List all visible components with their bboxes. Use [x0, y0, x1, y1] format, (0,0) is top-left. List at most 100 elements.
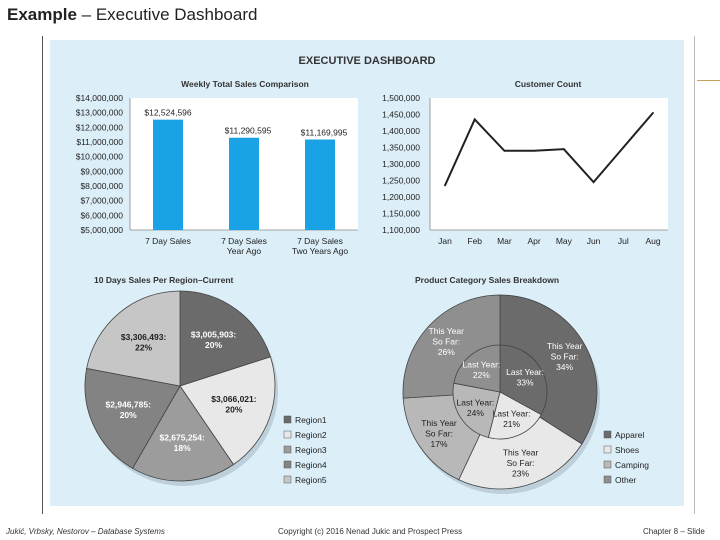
bar-data-label: $12,524,596	[144, 108, 192, 118]
bar-x-tick: Year Ago	[227, 246, 261, 256]
outer-slice-label-0: This Year	[421, 418, 457, 428]
bar-x-tick: 7 Day Sales	[221, 236, 267, 246]
bar-y-tick: $6,000,000	[80, 210, 123, 220]
frame-right-border	[694, 36, 695, 514]
line-chart-customer-count: Customer Count 1,500,000 1,450,000 1,400,00…	[382, 79, 668, 246]
legend-label: Region1	[295, 415, 327, 425]
line-point-jul	[622, 146, 625, 149]
outer-slice-label-2: 17%	[431, 439, 448, 449]
bar-3	[305, 139, 335, 230]
region-slice-label-0: $3,005,903:	[191, 330, 237, 340]
line-x-tick: Aug	[645, 236, 660, 246]
bar-y-tick: $10,000,000	[76, 152, 124, 162]
line-point-mar	[503, 149, 506, 152]
line-y-tick: 1,350,000	[382, 143, 420, 153]
bar-y-tick: $11,000,000	[76, 137, 123, 147]
region-slice-label-0: $3,066,021:	[211, 394, 257, 404]
bar-y-tick: $9,000,000	[80, 166, 123, 176]
footer-chapter: Chapter 8 – Slide	[643, 527, 705, 536]
region-slice-label-1: 22%	[135, 342, 152, 352]
region-slice-2	[179, 356, 276, 466]
region-slice-label-1: 18%	[174, 443, 191, 453]
line-chart-title: Customer Count	[515, 79, 582, 89]
bar-chart-weekly-sales: Weekly Total Sales Comparison $14,000,000…	[76, 79, 358, 256]
footer-copyright: Copyright (c) 2016 Nenad Jukic and Prosp…	[278, 527, 463, 536]
bar-y-tick: $14,000,000	[76, 93, 124, 103]
outer-slice-label-0: This Year	[503, 447, 539, 457]
line-y-tick: 1,450,000	[382, 110, 420, 120]
bar-y-tick: $13,000,000	[76, 108, 124, 118]
inner-slice-label-1: 33%	[517, 377, 534, 387]
legend-label: Other	[615, 475, 636, 485]
legend-label: Apparel	[615, 430, 644, 440]
product-pie-title: Product Category Sales Breakdown	[415, 275, 559, 285]
legend-label: Region5	[295, 475, 327, 485]
slide-title-rest: – Executive Dashboard	[76, 5, 258, 24]
inner-slice-label-1: 24%	[467, 408, 484, 418]
legend-swatch	[283, 475, 292, 484]
legend-swatch	[603, 445, 612, 454]
line-x-tick: May	[556, 236, 573, 246]
line-y-tick: 1,400,000	[382, 126, 420, 136]
inner-slice-label-0: Last Year:	[493, 408, 531, 418]
bar-2	[229, 137, 259, 230]
legend-swatch	[283, 430, 292, 439]
inner-slice-label-0: Last Year:	[506, 367, 544, 377]
region-slice-3	[132, 385, 235, 482]
frame-left-border	[42, 36, 43, 514]
outer-slice-label-1: So Far:	[507, 458, 535, 468]
dashboard-heading: EXECUTIVE DASHBOARD	[299, 55, 436, 67]
legend-swatch	[603, 475, 612, 484]
line-y-tick: 1,250,000	[382, 176, 420, 186]
legend-swatch	[283, 415, 292, 424]
region-slice-5	[86, 290, 181, 387]
bar-x-tick: 7 Day Sales	[145, 236, 191, 246]
inner-slice-camping	[452, 382, 501, 439]
line-y-tick: 1,150,000	[382, 209, 420, 219]
outer-slice-label-2: 26%	[438, 347, 455, 357]
line-x-tick: Jan	[438, 236, 452, 246]
region-slice-label-0: $3,306,493:	[121, 332, 167, 342]
legend-label: Region2	[295, 430, 327, 440]
decorative-line	[697, 80, 720, 81]
dashboard-canvas: EXECUTIVE DASHBOARD Weekly Total Sales C…	[76, 55, 668, 494]
line-point-feb	[473, 118, 476, 121]
region-slice-label-0: $2,946,785:	[106, 400, 152, 410]
bar-y-tick: $8,000,000	[80, 181, 123, 191]
region-slice-label-1: 20%	[225, 405, 242, 415]
inner-slice-other	[453, 344, 501, 393]
bar-y-tick: $7,000,000	[80, 196, 123, 206]
bar-data-label: $11,290,595	[225, 126, 272, 136]
bar-1	[153, 119, 183, 230]
line-point-jun	[592, 181, 595, 184]
slide-title: Example – Executive Dashboard	[7, 5, 257, 25]
outer-slice-label-1: So Far:	[551, 351, 579, 361]
bar-y-tick: $12,000,000	[76, 122, 124, 132]
region-slice-1	[179, 290, 271, 387]
pie-chart-region-sales: 10 Days Sales Per Region–Current $3,005,9…	[84, 275, 327, 486]
outer-slice-label-2: 23%	[512, 468, 529, 478]
legend-swatch	[283, 445, 292, 454]
line-point-apr	[533, 149, 536, 152]
legend-swatch	[603, 460, 612, 469]
bar-data-label: $11,169,995	[301, 128, 348, 138]
executive-dashboard: EXECUTIVE DASHBOARD Weekly Total Sales C…	[50, 40, 684, 506]
bar-x-tick: Two Years Ago	[292, 246, 349, 256]
slide-title-bold: Example	[7, 5, 77, 24]
line-point-may	[562, 148, 565, 151]
pie-chart-product-category: Product Category Sales Breakdown This Yea…	[402, 275, 649, 494]
inner-slice-label-0: Last Year:	[463, 359, 501, 369]
line-x-tick: Jul	[618, 236, 629, 246]
bar-chart-title: Weekly Total Sales Comparison	[181, 79, 309, 89]
line-y-tick: 1,200,000	[382, 192, 420, 202]
line-x-tick: Feb	[467, 236, 482, 246]
region-slice-label-0: $2,675,254:	[159, 433, 205, 443]
legend-label: Region3	[295, 445, 327, 455]
legend-swatch	[603, 430, 612, 439]
outer-slice-label-0: This Year	[547, 341, 583, 351]
outer-slice-label-0: This Year	[429, 326, 465, 336]
footer-authors: Jukić, Vrbsky, Nestorov – Database Syste…	[6, 527, 165, 536]
legend-label: Camping	[615, 460, 649, 470]
inner-slice-apparel	[499, 344, 548, 416]
line-point-aug	[652, 111, 654, 114]
